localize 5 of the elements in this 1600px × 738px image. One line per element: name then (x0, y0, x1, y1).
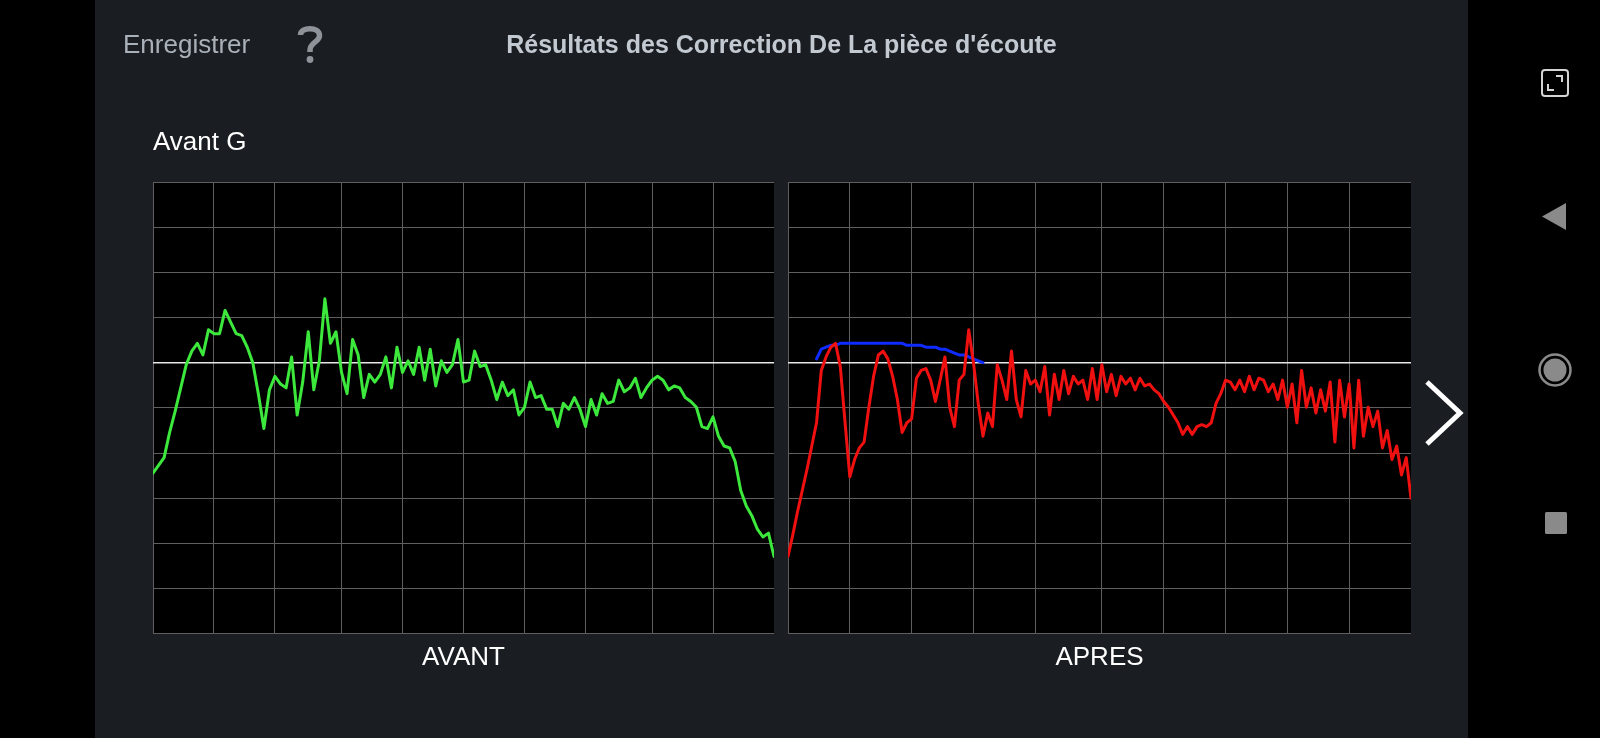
chart-subtitle: Avant G (153, 125, 247, 157)
chart-title: Résultats des Correction De La pièce d'écoute (506, 30, 1057, 58)
x-axis-title: AVANT (422, 640, 506, 671)
text: Enregistrer (123, 28, 251, 60)
x-axis-title: APRES (1055, 640, 1144, 671)
